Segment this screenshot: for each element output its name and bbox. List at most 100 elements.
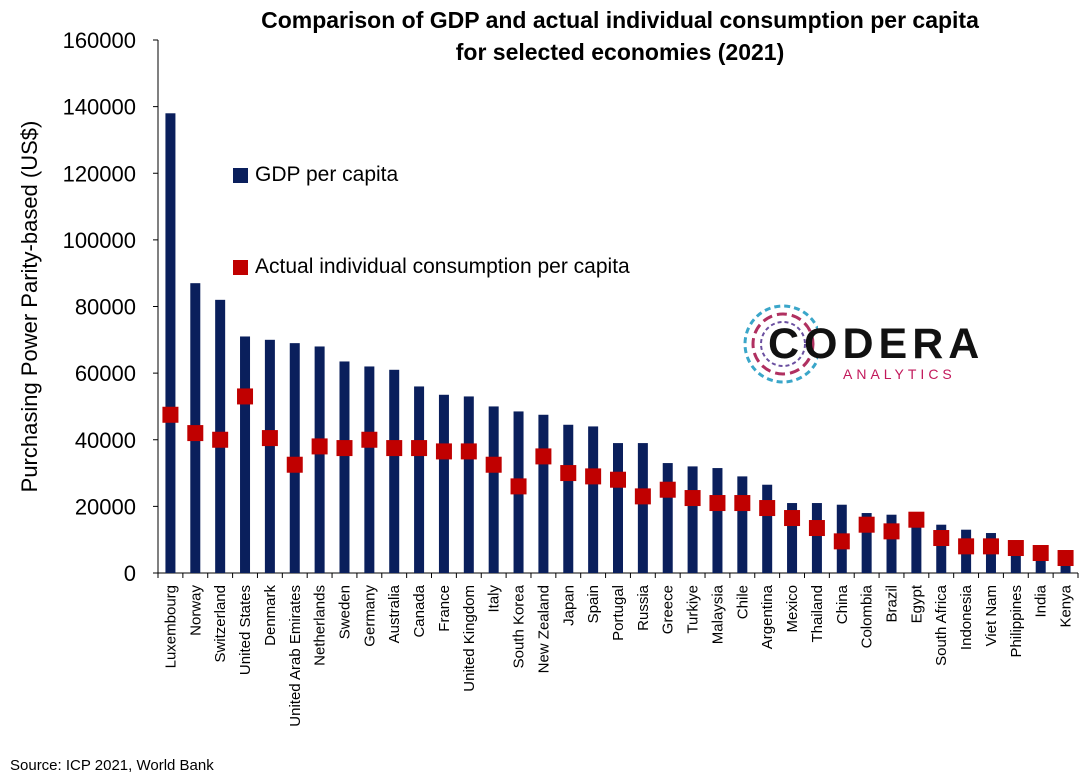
marker-consumption-greece [659,481,676,498]
x-tick-label: New Zealand [535,585,552,673]
marker-consumption-united-kingdom [460,443,477,460]
bar-gdp-turkiye [687,466,698,573]
marker-consumption-malaysia [709,495,726,512]
logo-subtitle: ANALYTICS [843,366,956,382]
x-tick-label: Portugal [610,585,627,641]
x-tick-label: Philippines [1008,585,1025,658]
marker-consumption-south-africa [933,530,950,547]
x-tick-label: United States [237,585,254,675]
bar-gdp-thailand [811,503,822,573]
marker-consumption-indonesia [958,538,975,555]
y-tick-label: 40000 [75,428,136,453]
marker-consumption-canada [411,440,428,457]
bar-gdp-portugal [613,443,623,573]
marker-consumption-thailand [808,520,825,537]
x-tick-label: Canada [411,584,428,637]
marker-consumption-norway [187,425,204,442]
marker-consumption-south-korea [510,478,527,495]
x-tick-label: Indonesia [958,584,975,650]
legend-label-consumption: Actual individual consumption per capita [255,255,630,278]
marker-consumption-spain [585,468,602,485]
y-axis-title: Purchasing Power Parity-based (US$) [17,121,42,493]
x-tick-label: United Arab Emirates [287,585,304,727]
x-tick-label: Egypt [908,584,925,623]
x-tick-label: Switzerland [212,585,229,663]
marker-consumption-mexico [784,510,801,527]
marker-consumption-turkiye [684,490,701,507]
bar-gdp-denmark [264,339,275,573]
x-tick-label: Brazil [884,585,901,623]
x-tick-label: Netherlands [312,585,329,666]
x-tick-label: Germany [361,585,378,647]
y-tick-label: 120000 [63,161,136,186]
x-tick-label: United Kingdom [461,585,478,692]
bar-gdp-france [438,394,449,573]
marker-consumption-colombia [858,516,875,533]
bar-gdp-russia [637,443,648,573]
marker-consumption-viet-nam [982,538,999,555]
marker-consumption-netherlands [311,438,328,455]
bar-gdp-italy [488,406,499,573]
bar-gdp-south-africa [936,524,947,573]
bar-gdp-japan [563,424,574,573]
bar-gdp-netherlands [314,346,325,573]
marker-consumption-brazil [883,523,900,540]
marker-consumption-egypt [908,511,925,528]
bar-gdp-philippines [1010,543,1021,573]
marker-consumption-united-arab-emirates [286,456,303,473]
x-tick-label: Russia [635,584,652,631]
marker-consumption-germany [361,431,378,448]
x-tick-label: Malaysia [709,584,726,644]
marker-consumption-sweden [336,440,353,457]
bar-gdp-chile [737,476,748,573]
legend-swatch-gdp [233,167,248,183]
bar-gdp-sweden [339,361,350,573]
x-tick-label: Luxembourg [162,585,179,668]
x-tick-label: South Africa [933,584,950,666]
marker-consumption-china [833,533,850,550]
x-tick-label: Denmark [262,585,279,646]
y-tick-label: 0 [124,561,136,586]
marker-consumption-new-zealand [535,448,552,465]
y-tick-label: 140000 [63,95,136,120]
x-tick-label: Japan [560,585,577,626]
x-tick-label: Australia [386,584,403,643]
y-tick-label: 80000 [75,295,136,320]
bar-gdp-argentina [762,484,773,573]
x-tick-label: Chile [734,585,751,619]
bar-gdp-colombia [861,513,872,573]
marker-consumption-luxembourg [162,406,179,423]
source-note: Source: ICP 2021, World Bank [10,757,214,774]
x-tick-label: Turkiye [685,585,702,634]
x-tick-label: China [834,584,851,624]
bar-gdp-luxembourg [165,113,176,573]
logo-wordmark: CODERA [768,320,985,368]
x-tick-label: Argentina [759,584,776,649]
x-tick-label: Thailand [809,585,826,643]
bar-gdp-united-states [240,336,251,573]
marker-consumption-italy [485,456,502,473]
x-tick-label: Greece [660,585,677,634]
y-tick-label: 100000 [63,228,136,253]
y-tick-label: 60000 [75,361,136,386]
bar-gdp-canada [414,386,425,573]
marker-consumption-united-states [237,388,254,405]
x-tick-label: France [436,585,453,632]
legend-label-gdp: GDP per capita [255,163,399,186]
marker-consumption-russia [634,488,651,505]
y-tick-label: 20000 [75,494,136,519]
bar-gdp-spain [588,426,599,573]
marker-consumption-japan [560,465,577,482]
bar-gdp-germany [364,366,375,573]
codera-logo: CODERA ANALYTICS [738,300,1018,390]
bar-gdp-australia [389,369,400,573]
marker-consumption-france [435,443,452,460]
x-tick-label: Sweden [336,585,353,639]
x-tick-label: Colombia [859,584,876,648]
x-tick-label: Kenya [1058,584,1075,627]
x-tick-label: Norway [187,585,204,636]
marker-consumption-india [1032,545,1049,562]
chart-title-line2: for selected economies (2021) [455,39,785,65]
legend-item-consumption: Actual individual consumption per capita [233,255,630,279]
marker-consumption-philippines [1007,540,1024,557]
